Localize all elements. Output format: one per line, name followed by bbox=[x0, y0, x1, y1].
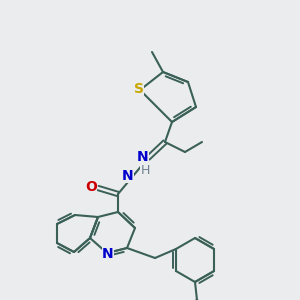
Text: O: O bbox=[85, 180, 97, 194]
Text: N: N bbox=[122, 169, 134, 183]
Text: H: H bbox=[140, 164, 150, 176]
Text: N: N bbox=[102, 247, 114, 261]
Text: S: S bbox=[134, 82, 144, 96]
Text: N: N bbox=[137, 150, 149, 164]
